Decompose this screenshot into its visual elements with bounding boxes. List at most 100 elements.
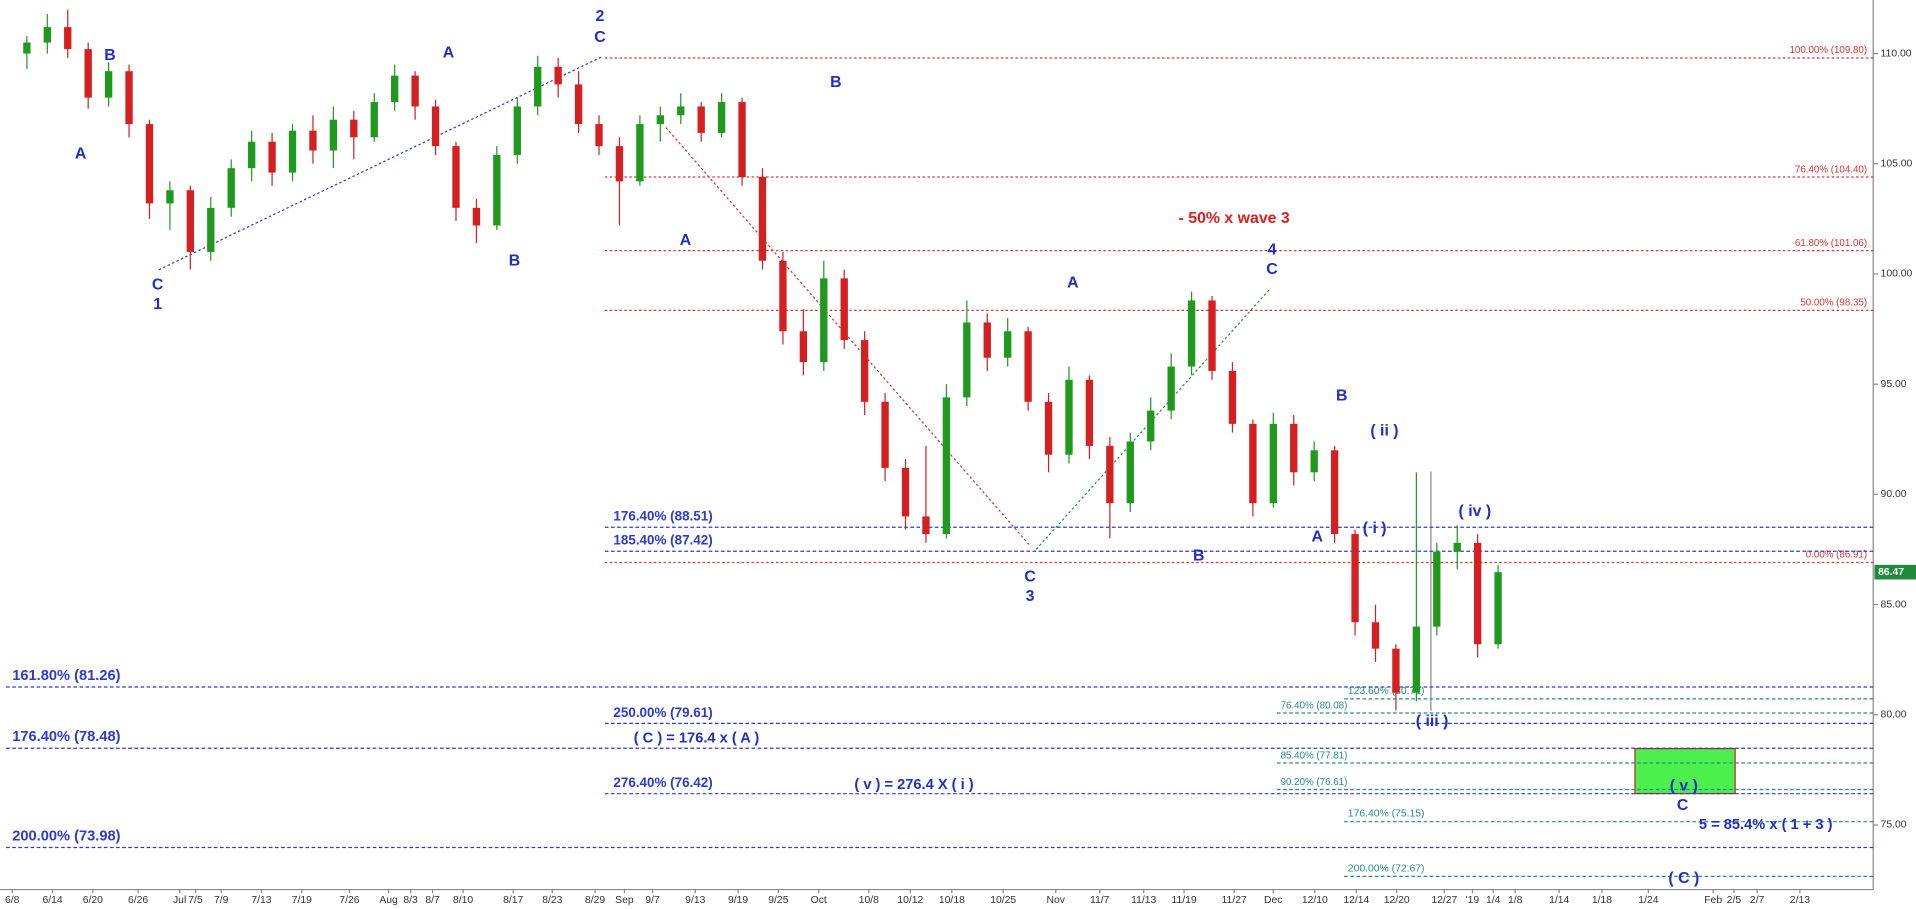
candle-body	[1412, 626, 1421, 693]
candle-body	[1330, 450, 1339, 535]
wave-label: ( ii )	[1370, 423, 1398, 440]
candle-body	[615, 146, 624, 182]
x-tick-label: 12/20	[1384, 895, 1410, 906]
fib-label: 0.00% (86.91)	[1806, 550, 1867, 561]
candle-body	[452, 146, 460, 208]
wave-label: B	[509, 252, 520, 269]
wave-label: A	[1312, 528, 1324, 545]
candle-body	[1290, 423, 1298, 473]
fib-label: 276.40% (76.42)	[613, 775, 712, 790]
wave-label: A	[75, 146, 87, 163]
candle-body	[677, 106, 685, 116]
x-tick-label: 12/27	[1431, 895, 1457, 906]
x-tick-label: 8/7	[425, 895, 440, 906]
y-tick-label: 100.00	[1881, 269, 1913, 280]
wave-label: 4	[1268, 242, 1277, 259]
candle-body	[1249, 423, 1257, 504]
candle-body	[247, 141, 256, 169]
candle-body	[145, 124, 154, 204]
x-tick-label: 12/10	[1302, 895, 1328, 906]
x-tick-label: 1/14	[1549, 895, 1569, 906]
y-tick-label: 85.00	[1881, 599, 1907, 610]
x-tick-label: Feb	[1704, 895, 1722, 906]
candle-body	[350, 119, 358, 138]
fib-label: 76.40% (104.40)	[1795, 164, 1867, 175]
x-tick-label: Nov	[1047, 895, 1066, 906]
candle-body	[554, 66, 562, 85]
candle-body	[84, 49, 92, 98]
wave-label: C	[1677, 797, 1688, 814]
candle-body	[309, 130, 317, 151]
candle-body	[820, 278, 828, 363]
x-tick-label: 1/18	[1592, 895, 1612, 906]
candle-body	[983, 322, 991, 358]
candle-body	[166, 190, 174, 204]
x-tick-label: 6/26	[128, 895, 148, 906]
x-tick-label: 1/24	[1638, 895, 1658, 906]
wave-label: 1	[153, 296, 162, 313]
wave-label: ( iii )	[1416, 713, 1449, 730]
fib-label: 90.20% (76.61)	[1281, 777, 1348, 788]
wave-label: - 50% x wave 3	[1179, 210, 1290, 227]
x-tick-label: 8/23	[542, 895, 562, 906]
x-tick-label: 10/8	[859, 895, 879, 906]
x-tick-label: 12/14	[1343, 895, 1369, 906]
candle-body	[1126, 441, 1134, 504]
candle-body	[758, 176, 767, 261]
x-tick-label: 10/25	[990, 895, 1016, 906]
x-tick-label: 1/8	[1508, 895, 1523, 906]
x-tick-label: 6/20	[83, 895, 103, 906]
x-tick-label: Sep	[615, 895, 634, 906]
candle-body	[431, 106, 440, 147]
fib-label: 123.60% (80.72)	[1348, 686, 1425, 697]
candle-body	[1187, 300, 1196, 367]
fib-label: 85.40% (77.81)	[1281, 750, 1348, 761]
x-tick-label: 8/3	[403, 895, 418, 906]
candle-body	[799, 331, 808, 363]
candle-body	[227, 168, 235, 208]
wave-label: 3	[1026, 588, 1035, 605]
candle-body	[1085, 379, 1094, 446]
x-tick-label: 1/4	[1486, 895, 1501, 906]
candle-body	[1473, 542, 1482, 645]
wave-label: 5 = 85.4% x ( 1 + 3 )	[1699, 817, 1833, 833]
wave-label: C	[1266, 261, 1277, 278]
candle-body	[717, 102, 726, 133]
candle-body	[64, 27, 72, 50]
fib-label: 176.40% (75.15)	[1348, 809, 1425, 820]
wave-label: ( C )	[1668, 870, 1699, 887]
candle-body	[1167, 366, 1175, 411]
candle-body	[288, 130, 297, 173]
candle-body	[636, 124, 644, 182]
y-tick-label: 80.00	[1881, 710, 1907, 721]
candle-body	[738, 102, 746, 177]
candle-body	[840, 278, 848, 341]
candle-body	[1208, 300, 1216, 371]
fib-label: 61.80% (101.06)	[1795, 238, 1867, 249]
candle-body	[493, 154, 501, 226]
candle-body	[656, 115, 664, 125]
candle-body	[1106, 445, 1114, 504]
candle-body	[1371, 622, 1380, 649]
x-tick-label: 7/5	[188, 895, 203, 906]
x-tick-label: Aug	[379, 895, 398, 906]
y-tick-label: 75.00	[1881, 820, 1907, 831]
candle-body	[574, 84, 583, 125]
x-tick-label: 10/12	[897, 895, 923, 906]
x-tick-label: 11/27	[1222, 895, 1247, 906]
x-tick-label: 9/19	[728, 895, 748, 906]
candle-body	[534, 66, 542, 107]
x-tick-label: 10/18	[939, 895, 965, 906]
x-tick-label: 11/13	[1131, 895, 1156, 906]
wave-label: ( i )	[1363, 520, 1387, 537]
candle-body	[1044, 401, 1053, 455]
fib-label: 200.00% (73.98)	[12, 828, 120, 844]
candle-body	[1004, 331, 1012, 358]
candle-body	[860, 340, 869, 402]
wave-label: ( C ) = 176.4 x ( A )	[634, 731, 760, 747]
wave-label: A	[1067, 274, 1079, 291]
wave-label: B	[104, 47, 115, 64]
y-tick-label: 95.00	[1881, 379, 1907, 390]
